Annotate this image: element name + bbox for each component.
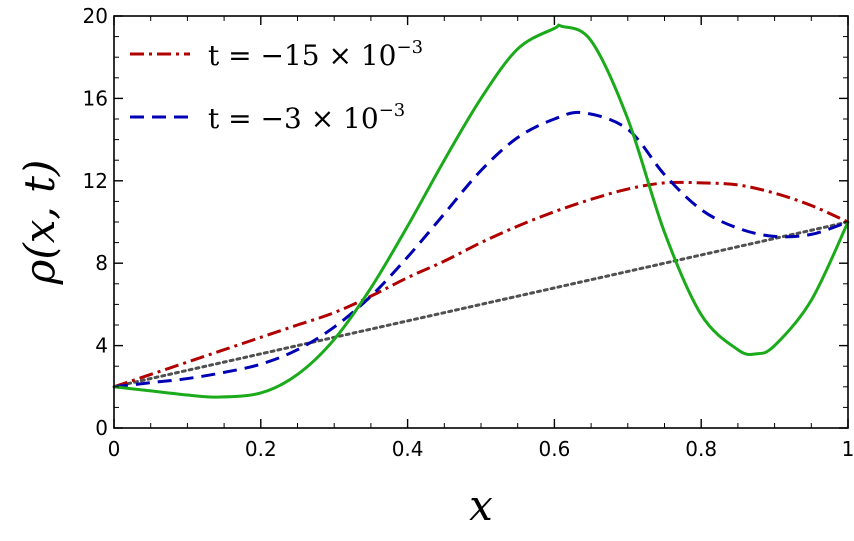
y-tick-label: 0 [95,416,108,440]
y-tick-label: 16 [83,86,108,110]
y-tick-label: 4 [95,334,108,358]
x-tick-label: 1 [842,437,854,461]
y-tick-label: 12 [83,169,108,193]
x-tick-label: 0 [108,437,121,461]
series-line-2 [113,23,850,399]
tick-labels-layer: 0 0.2 0.4 0.6 0.8 1 0 4 8 12 16 20 [83,4,854,461]
x-axis-label: x [469,481,493,530]
x-tick-label: 0.2 [245,437,277,461]
y-tick-label: 8 [95,251,108,275]
y-tick-label: 20 [83,4,108,28]
ticks-layer [113,15,849,429]
series-line-0 [113,180,849,389]
series-layer [112,23,850,399]
y-axis-label: ρ(x, t) [15,160,64,286]
legend: t = −15 × 10−3 t = −3 × 10−3 [130,37,423,135]
legend-label-0: t = −15 × 10−3 [208,37,423,72]
plot-frame [113,15,849,429]
series-line-1 [113,110,849,389]
legend-label-1: t = −3 × 10−3 [208,100,405,135]
series-line-3 [112,220,850,389]
x-tick-label: 0.4 [392,437,424,461]
x-tick-label: 0.8 [685,437,717,461]
x-tick-label: 0.6 [538,437,570,461]
